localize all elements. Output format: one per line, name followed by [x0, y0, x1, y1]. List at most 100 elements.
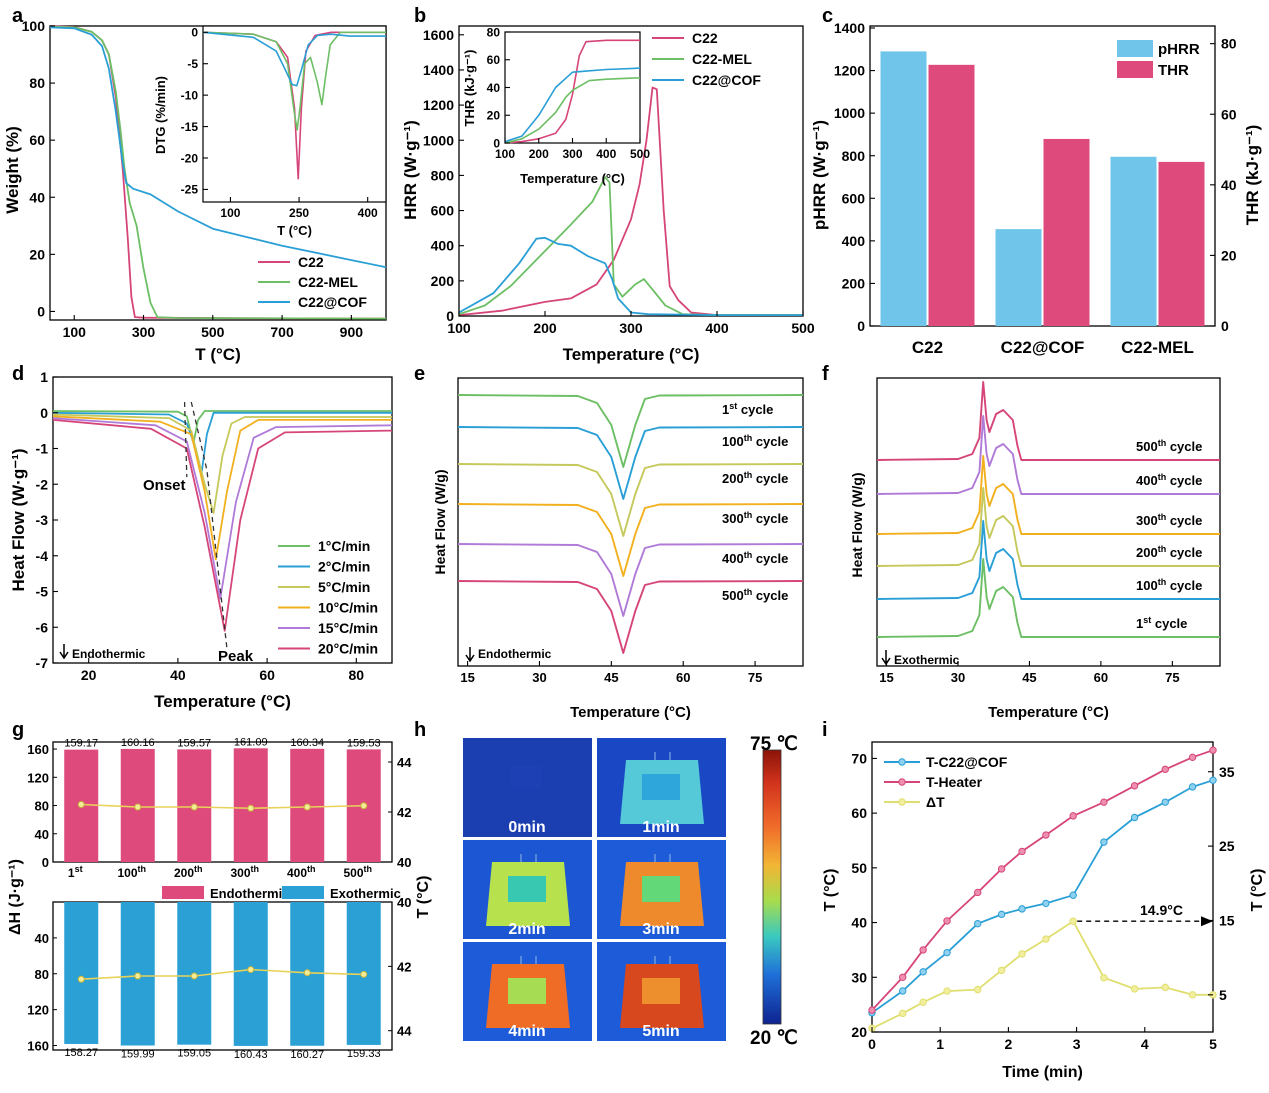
cycle-category-label: 500th: [343, 864, 372, 880]
time-label: 1min: [642, 819, 679, 836]
y-tick-label: 80: [487, 25, 501, 39]
x-tick-label: 100: [220, 206, 240, 220]
x-tick-label: 80: [349, 667, 365, 683]
y-tick-label: 80: [35, 799, 49, 814]
series-point: [997, 966, 1006, 974]
cycle-label: 100th cycle: [1136, 577, 1202, 593]
legend-label: C22: [298, 254, 324, 270]
legend-swatch: [162, 886, 204, 899]
y-tick-label: 600: [842, 190, 866, 206]
y-tick-label: 25: [1219, 838, 1235, 854]
legend-label: T-C22@COF: [926, 754, 1008, 770]
x-tick-label: 700: [270, 324, 294, 340]
cycle-suffix: th: [744, 587, 753, 597]
y-tick-label: -10: [181, 88, 199, 102]
delta-annotation: 14.9°C: [1140, 902, 1183, 918]
x-tick-label: 1: [936, 1036, 944, 1052]
down-arrow-icon: [59, 644, 69, 660]
cycle-suffix: th: [307, 864, 316, 874]
x-tick-label: 15: [879, 670, 893, 685]
down-arrow-icon: [465, 647, 475, 663]
y-tick-label: 800: [431, 167, 455, 183]
series-point: [997, 865, 1006, 873]
x-tick-label: 15: [460, 670, 474, 685]
y-tick-label: 800: [842, 148, 866, 164]
x-category-label: C22@COF: [1001, 338, 1085, 357]
legend-label: THR: [1158, 62, 1189, 79]
bar-value-label: 160.43: [234, 1049, 268, 1061]
temperature-point: [247, 966, 255, 974]
peak-label: Peak: [218, 648, 254, 665]
cycle-suffix: th: [1158, 512, 1167, 522]
x-tick-label: 40: [170, 667, 186, 683]
cycle-number: 400: [287, 866, 307, 880]
endothermic-label: Endothermic: [478, 647, 552, 661]
series-point: [1042, 831, 1050, 839]
down-arrow-icon: [881, 650, 891, 666]
arrow-head-icon: [1201, 916, 1213, 927]
y2-tick-label: 44: [397, 755, 412, 770]
y-tick-label: 60: [1221, 106, 1237, 122]
series-line: [871, 920, 1213, 1030]
x-tick-label: 60: [259, 667, 275, 683]
y-tick-label: 40: [487, 81, 501, 95]
x-tick-label: 400: [705, 320, 729, 336]
onset-guide: [183, 402, 188, 478]
cycle-number: 500: [1136, 439, 1158, 454]
cycle-label: 500th cycle: [722, 587, 788, 603]
cycle-curve: [457, 426, 804, 500]
cycle-category-label: 100th: [117, 864, 146, 880]
x-tick-label: 4: [1141, 1036, 1149, 1052]
legend-label: C22@COF: [692, 72, 761, 88]
y-tick-label: 60: [487, 53, 501, 67]
sample-square: [642, 876, 680, 902]
bar-pHRR: [995, 229, 1042, 326]
x-tick-label: 300: [562, 147, 582, 161]
color-scale-bar: [762, 749, 782, 1025]
y-tick-label: -1: [36, 441, 49, 457]
cycle-number: 200: [174, 866, 194, 880]
cycle-number: 200: [722, 471, 744, 486]
exothermic-label: Exothermic: [894, 653, 960, 667]
temperature-point: [77, 801, 85, 808]
temperature-line: [81, 803, 364, 810]
cycle-suffix: th: [251, 864, 260, 874]
time-label: 3min: [642, 921, 679, 938]
sample-square: [642, 978, 680, 1004]
legend-label: 5°C/min: [318, 579, 370, 595]
series-point: [943, 948, 951, 957]
y2-axis-label: T (°C): [1249, 869, 1266, 912]
y-tick-label: 0: [40, 405, 48, 421]
cycle-number: 500: [343, 866, 363, 880]
y-tick-label: -20: [181, 151, 199, 165]
cycle-curve: [876, 487, 1220, 567]
y-tick-label: 60: [29, 132, 45, 148]
cycle-suffix: st: [1143, 615, 1151, 625]
inset-frame: [504, 31, 641, 144]
inset-x-label: T (°C): [277, 223, 312, 238]
series-point: [1018, 950, 1026, 958]
sample-square: [508, 978, 546, 1004]
series-point: [1069, 917, 1077, 925]
x-tick-label: 0: [868, 1036, 876, 1052]
bar-value-label: 160.27: [290, 1049, 324, 1061]
legend-label: pHRR: [1158, 41, 1200, 58]
cycle-suffix: th: [138, 864, 147, 874]
temperature-point: [190, 972, 198, 980]
series-point: [1161, 765, 1169, 774]
y-tick-label: 1000: [834, 105, 865, 121]
sample-square: [508, 876, 546, 902]
series-point: [1188, 991, 1197, 999]
y-tick-label: -4: [36, 548, 49, 564]
cycle-label: 100th cycle: [722, 433, 788, 449]
cycle-suffix: th: [744, 510, 753, 520]
temperature-point: [134, 972, 142, 980]
series-point: [1209, 746, 1217, 754]
cycle-label: 500th cycle: [1136, 438, 1202, 454]
cycle-number: 300: [722, 511, 744, 526]
cycle-category-label: 400th: [287, 864, 316, 880]
cycle-number: 1: [68, 866, 75, 880]
cycle-curve: [457, 503, 804, 577]
panel-frame: [457, 377, 804, 667]
